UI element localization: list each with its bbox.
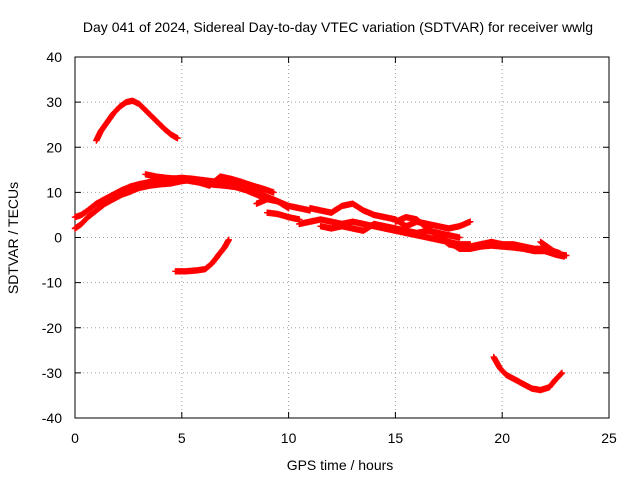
x-tick-label: 25 [601,430,617,446]
chart-title: Day 041 of 2024, Sidereal Day-to-day VTE… [83,19,593,35]
y-tick-label: -40 [42,410,62,426]
data-point-markers [490,353,566,394]
series-arc-bottom [490,353,566,394]
y-tick-label: -20 [42,320,62,336]
grid [75,57,609,418]
y-axis-label: SDTVAR / TECUs [5,182,21,294]
y-tick-label: 0 [54,230,62,246]
y-tick-label: -10 [42,275,62,291]
x-tick-label: 10 [281,430,297,446]
series-arc-short-low [264,209,303,223]
tick-labels: 0 5 10 15 20 25 -40 -30 -20 -10 0 10 20 30 40 [42,49,617,446]
data-point-markers [264,209,303,223]
data-point-markers [93,97,181,144]
data-series [71,97,570,394]
series-arc-short-mid [253,195,292,212]
x-tick-label: 20 [494,430,510,446]
x-tick-label: 5 [178,430,186,446]
y-tick-label: 40 [46,49,62,65]
y-tick-label: 30 [46,94,62,110]
y-tick-label: 20 [46,139,62,155]
series-arc-upper-peak [93,97,181,144]
y-tick-label: -30 [42,365,62,381]
x-tick-label: 0 [71,430,79,446]
data-point-markers [142,171,277,196]
x-axis-label: GPS time / hours [287,457,394,473]
y-tick-label: 10 [46,184,62,200]
data-point-markers [253,195,292,212]
x-tick-label: 15 [388,430,404,446]
data-point-markers [537,238,564,257]
series-arc-main-c [142,171,277,196]
data-point-markers [172,236,232,275]
series-arc-dip [172,236,232,275]
axes [74,56,610,419]
series-arc-right-5 [434,234,568,260]
data-point-markers [434,234,568,260]
series-arc-right-tail [537,238,564,257]
